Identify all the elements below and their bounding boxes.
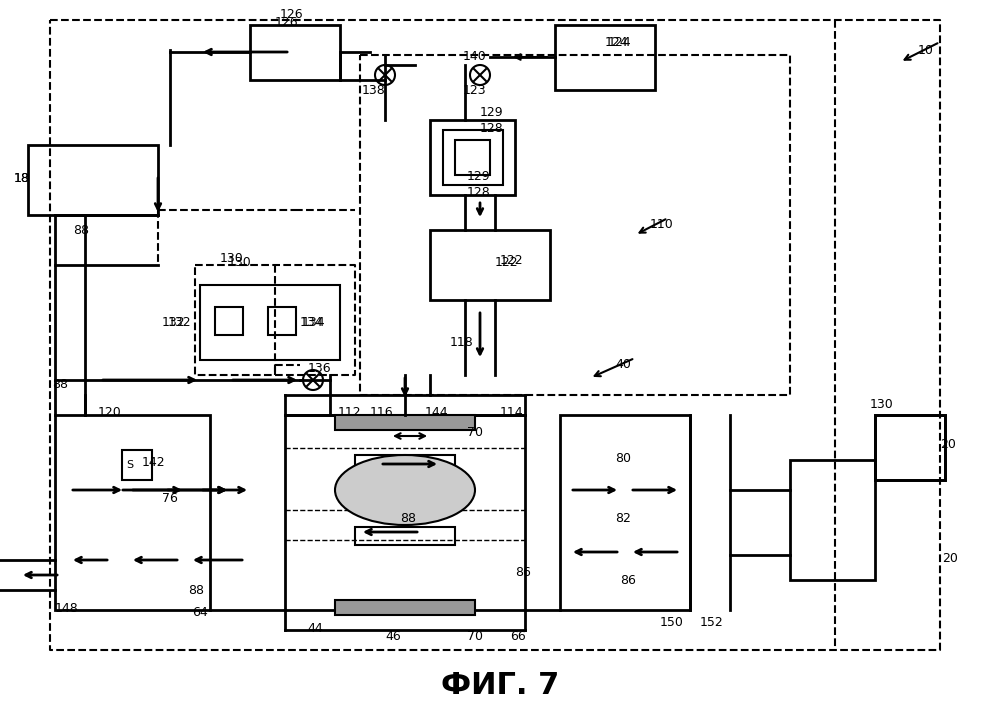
- Text: 123: 123: [463, 83, 487, 96]
- Bar: [335, 415, 475, 430]
- Bar: [455, 140, 490, 175]
- Text: 130: 130: [870, 399, 894, 411]
- Ellipse shape: [335, 455, 475, 525]
- Text: 88: 88: [188, 583, 204, 597]
- Bar: [55, 415, 210, 610]
- Bar: [430, 120, 515, 195]
- Text: 10: 10: [918, 43, 934, 56]
- Text: 150: 150: [660, 615, 684, 628]
- Bar: [268, 307, 296, 335]
- Bar: [875, 415, 945, 480]
- Text: 134: 134: [300, 315, 324, 329]
- Text: 110: 110: [650, 218, 674, 232]
- Text: 86: 86: [515, 565, 531, 578]
- Text: 140: 140: [463, 51, 487, 63]
- Text: 88: 88: [73, 223, 89, 237]
- Text: S: S: [126, 460, 134, 470]
- Text: 18: 18: [14, 172, 30, 185]
- Bar: [335, 600, 475, 615]
- Text: 128: 128: [480, 121, 504, 135]
- Text: 86: 86: [620, 573, 636, 587]
- Text: 132: 132: [162, 315, 186, 329]
- Bar: [215, 307, 243, 335]
- Text: 122: 122: [500, 254, 524, 267]
- Text: 20: 20: [940, 438, 956, 451]
- Bar: [285, 415, 525, 610]
- Text: 88: 88: [52, 379, 68, 391]
- Text: 129: 129: [480, 106, 504, 120]
- Text: 136: 136: [308, 361, 332, 374]
- Bar: [355, 455, 455, 473]
- Text: 44: 44: [307, 622, 323, 635]
- Text: 40: 40: [615, 359, 631, 371]
- Text: 142: 142: [142, 456, 166, 468]
- Bar: [122, 450, 152, 480]
- Text: 70: 70: [467, 630, 483, 644]
- Text: 66: 66: [510, 630, 526, 644]
- Text: 120: 120: [98, 406, 122, 419]
- Text: 114: 114: [500, 406, 524, 419]
- Text: 132: 132: [168, 315, 192, 329]
- Text: 124: 124: [605, 36, 629, 48]
- Bar: [560, 415, 690, 610]
- Bar: [875, 415, 945, 480]
- Bar: [200, 285, 340, 360]
- Text: 88: 88: [400, 511, 416, 525]
- Text: 70: 70: [467, 426, 483, 438]
- Text: 138: 138: [362, 83, 386, 96]
- Text: 116: 116: [370, 406, 394, 419]
- Text: 18: 18: [14, 172, 30, 185]
- Text: 112: 112: [338, 406, 362, 419]
- Text: 46: 46: [385, 630, 401, 644]
- Text: 82: 82: [615, 511, 631, 525]
- Text: 129: 129: [467, 170, 491, 183]
- Bar: [28, 145, 158, 215]
- Text: ФИГ. 7: ФИГ. 7: [441, 670, 559, 699]
- Bar: [555, 25, 655, 90]
- Bar: [443, 130, 503, 185]
- Text: 64: 64: [192, 605, 208, 618]
- Text: 130: 130: [228, 255, 252, 269]
- Text: 152: 152: [700, 615, 724, 628]
- Text: 76: 76: [162, 491, 178, 505]
- Bar: [790, 460, 875, 580]
- Text: 20: 20: [942, 551, 958, 565]
- Text: 118: 118: [450, 336, 474, 349]
- Bar: [355, 527, 455, 545]
- Text: 128: 128: [467, 187, 491, 200]
- Text: 144: 144: [425, 406, 449, 419]
- Bar: [250, 25, 340, 80]
- Text: 130: 130: [220, 252, 244, 265]
- Text: 134: 134: [302, 315, 326, 329]
- Text: 80: 80: [615, 451, 631, 464]
- Text: 124: 124: [608, 36, 632, 49]
- Text: 148: 148: [55, 602, 79, 615]
- Bar: [430, 230, 550, 300]
- Text: 126: 126: [280, 8, 304, 21]
- Text: 126: 126: [275, 16, 299, 29]
- Text: 122: 122: [495, 255, 519, 269]
